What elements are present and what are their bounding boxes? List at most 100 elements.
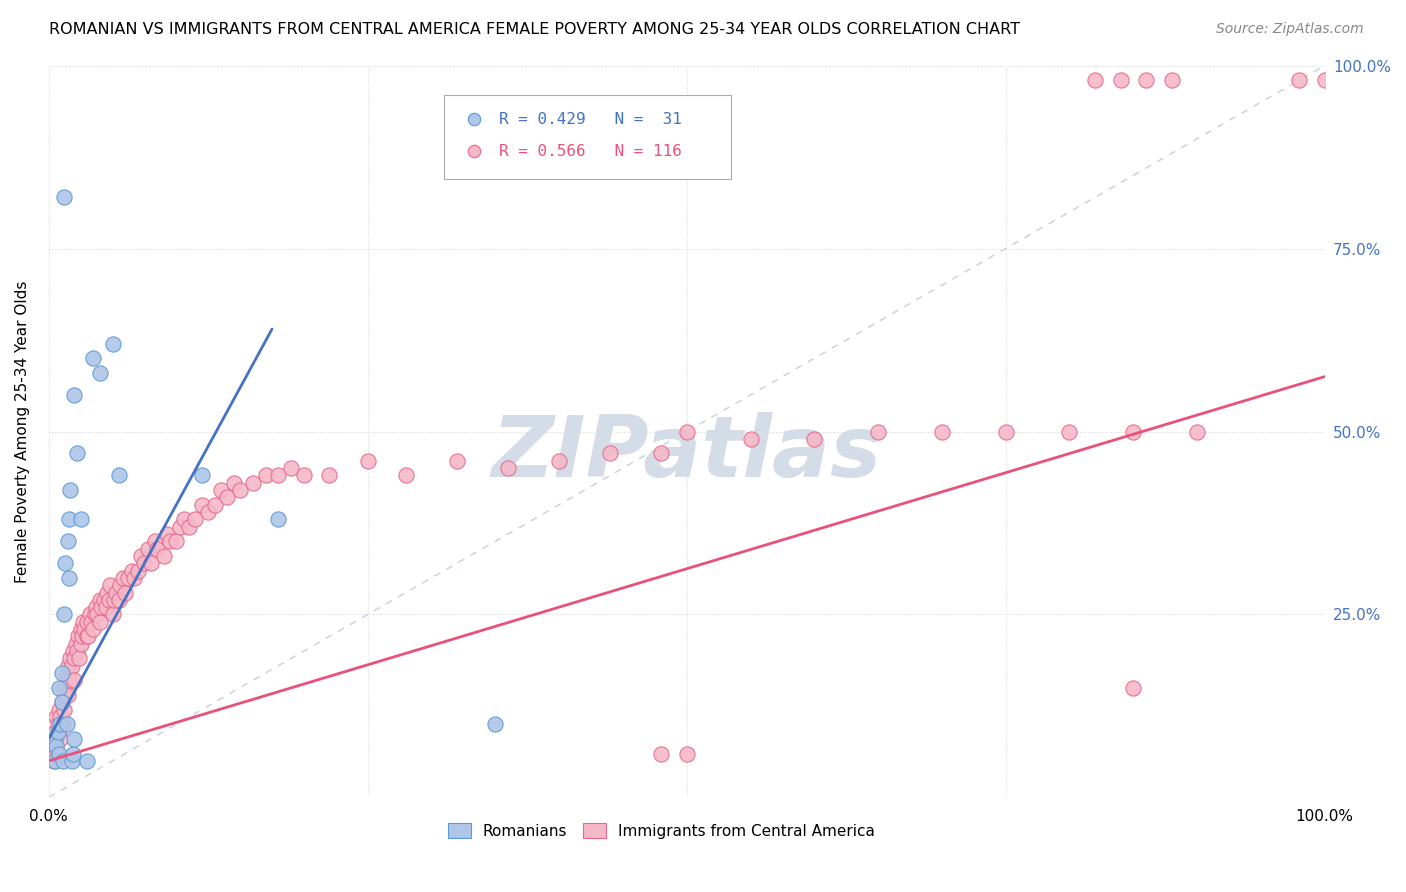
Point: [89, 592, 111, 607]
Point: [463, 145, 485, 159]
Point: [280, 461, 302, 475]
Point: [152, 549, 174, 563]
Point: [56, 688, 79, 702]
Point: [101, 607, 124, 622]
Point: [70, 629, 93, 643]
Point: [66, 446, 89, 460]
Text: R = 0.566   N = 116: R = 0.566 N = 116: [499, 144, 682, 159]
Point: [53, 681, 76, 695]
Point: [58, 673, 80, 688]
Point: [548, 454, 571, 468]
Point: [165, 534, 187, 549]
Point: [108, 592, 131, 607]
Point: [101, 336, 124, 351]
Point: [184, 512, 207, 526]
Point: [63, 731, 86, 746]
Point: [67, 651, 90, 665]
Point: [96, 585, 118, 599]
Point: [56, 658, 79, 673]
Point: [76, 615, 98, 629]
Text: ZIPatlas: ZIPatlas: [492, 412, 882, 495]
Point: [67, 629, 90, 643]
Point: [357, 454, 380, 468]
Point: [463, 112, 485, 126]
Point: [173, 512, 195, 526]
Point: [53, 703, 76, 717]
Point: [803, 432, 825, 446]
Point: [121, 564, 143, 578]
Point: [44, 731, 66, 746]
Point: [45, 739, 67, 754]
Point: [51, 717, 73, 731]
Point: [49, 731, 72, 746]
Point: [97, 592, 120, 607]
Point: [62, 747, 84, 761]
Point: [63, 651, 86, 665]
Point: [76, 754, 98, 768]
Point: [51, 695, 73, 709]
Point: [599, 446, 621, 460]
Point: [156, 527, 179, 541]
Point: [69, 637, 91, 651]
Point: [254, 468, 277, 483]
Point: [127, 564, 149, 578]
Point: [868, 425, 890, 439]
Point: [122, 571, 145, 585]
Point: [53, 688, 76, 702]
Point: [69, 622, 91, 636]
Point: [82, 622, 104, 636]
Point: [139, 556, 162, 570]
Point: [93, 592, 115, 607]
Point: [82, 351, 104, 366]
Point: [79, 607, 101, 622]
Point: [1109, 73, 1132, 87]
Point: [1135, 73, 1157, 87]
Point: [89, 615, 111, 629]
Point: [45, 710, 67, 724]
Point: [169, 519, 191, 533]
Point: [49, 710, 72, 724]
Point: [42, 754, 65, 768]
Point: [146, 541, 169, 556]
Point: [51, 695, 73, 709]
Point: [143, 534, 166, 549]
Point: [197, 505, 219, 519]
Point: [56, 534, 79, 549]
Point: [1288, 73, 1310, 87]
Point: [111, 571, 134, 585]
Point: [63, 673, 86, 688]
Point: [55, 666, 77, 681]
Point: [1185, 425, 1208, 439]
Point: [675, 425, 697, 439]
Text: Source: ZipAtlas.com: Source: ZipAtlas.com: [1216, 22, 1364, 37]
Point: [62, 644, 84, 658]
Point: [46, 717, 69, 731]
Point: [114, 585, 136, 599]
Point: [48, 747, 70, 761]
Point: [1122, 681, 1144, 695]
Point: [1160, 73, 1182, 87]
Point: [740, 432, 762, 446]
Point: [136, 541, 159, 556]
Point: [58, 512, 80, 526]
Point: [84, 600, 107, 615]
Y-axis label: Female Poverty Among 25-34 Year Olds: Female Poverty Among 25-34 Year Olds: [15, 280, 30, 582]
Text: R = 0.429   N =  31: R = 0.429 N = 31: [499, 112, 682, 127]
Text: ROMANIAN VS IMMIGRANTS FROM CENTRAL AMERICA FEMALE POVERTY AMONG 25-34 YEAR OLDS: ROMANIAN VS IMMIGRANTS FROM CENTRAL AMER…: [49, 22, 1021, 37]
Point: [48, 724, 70, 739]
Point: [134, 556, 156, 570]
Point: [58, 571, 80, 585]
Point: [44, 739, 66, 754]
Point: [229, 483, 252, 497]
Point: [89, 366, 111, 380]
Point: [52, 717, 75, 731]
Point: [48, 681, 70, 695]
Point: [98, 578, 121, 592]
Point: [1122, 425, 1144, 439]
Point: [53, 607, 76, 622]
Point: [484, 717, 506, 731]
Point: [72, 615, 94, 629]
Point: [129, 549, 152, 563]
Point: [242, 475, 264, 490]
Point: [395, 468, 418, 483]
